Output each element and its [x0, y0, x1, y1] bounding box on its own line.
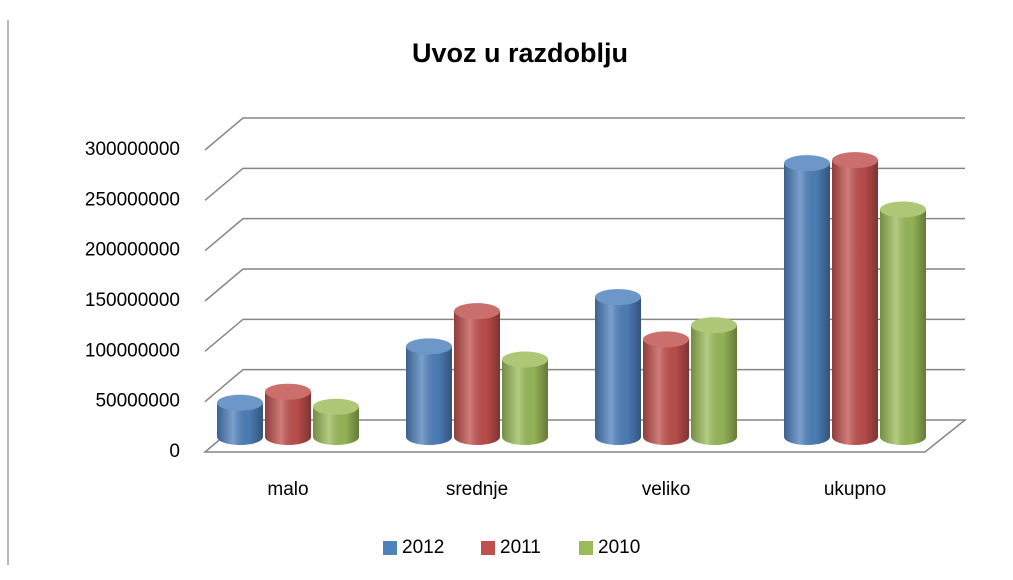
bar-top-shine: [595, 289, 641, 306]
bar-top: [784, 155, 830, 172]
bar-shade: [502, 359, 548, 445]
grid-line: [204, 167, 965, 201]
legend-label: 2010: [598, 537, 640, 558]
y-tick-label: 200000000: [85, 240, 180, 261]
bar-top-shine: [832, 152, 878, 169]
bar-top: [217, 394, 263, 411]
bar: [265, 383, 311, 445]
bar: [217, 394, 263, 445]
bar-shade: [406, 346, 452, 445]
bar-shade: [265, 391, 311, 445]
grid-line: [204, 268, 965, 302]
bar-top-shine: [643, 331, 689, 348]
bar-top: [454, 303, 500, 320]
bar-shade: [784, 163, 830, 446]
bar-top-shine: [880, 201, 926, 218]
grid-line: [204, 217, 965, 252]
bar: [502, 351, 548, 445]
bar-shade: [454, 311, 500, 445]
legend-swatch: [579, 541, 593, 555]
bar: [454, 303, 500, 445]
bar-top: [691, 317, 737, 334]
bar-top: [502, 351, 548, 368]
bar: [595, 289, 641, 445]
bar: [643, 331, 689, 445]
bar-shade: [832, 160, 878, 445]
bar-top-shine: [454, 303, 500, 320]
bar: [691, 317, 737, 445]
bar-shade: [691, 325, 737, 445]
x-tick-label: ukupno: [824, 479, 886, 500]
bar-top: [265, 383, 311, 400]
x-tick-label: veliko: [642, 479, 691, 500]
bar-top: [313, 398, 359, 415]
chart-title: Uvoz u razdoblju: [412, 38, 628, 68]
y-tick-label: 100000000: [85, 340, 180, 361]
bar: [406, 338, 452, 445]
bar-top: [832, 152, 878, 169]
bar-shade: [217, 402, 263, 445]
legend-swatch: [481, 541, 495, 555]
bar-top: [880, 201, 926, 218]
bar-shade: [643, 339, 689, 445]
y-tick-label: 300000000: [85, 139, 180, 160]
bar-top-shine: [313, 398, 359, 415]
bar-top-shine: [784, 155, 830, 172]
legend-swatch: [383, 541, 397, 555]
bar-shade: [595, 297, 641, 445]
bar: [880, 201, 926, 445]
legend-label: 2012: [402, 537, 444, 558]
bar-top-shine: [406, 338, 452, 355]
bar-top-shine: [217, 394, 263, 411]
y-tick-label: 0: [169, 441, 180, 462]
bar: [784, 155, 830, 446]
bar: [832, 152, 878, 445]
bar-top-shine: [691, 317, 737, 334]
y-tick-label: 150000000: [85, 290, 180, 311]
bar: [313, 398, 359, 445]
x-tick-label: malo: [267, 479, 308, 500]
bar-top-shine: [265, 383, 311, 400]
x-tick-label: srednje: [446, 479, 508, 500]
bar-shade: [880, 209, 926, 445]
y-tick-label: 50000000: [95, 391, 180, 412]
bar-top-shine: [502, 351, 548, 368]
bar-top: [595, 289, 641, 306]
bar-shade: [313, 406, 359, 445]
bar-top: [643, 331, 689, 348]
bar-top: [406, 338, 452, 355]
grid-line: [204, 117, 965, 151]
legend-label: 2011: [500, 537, 541, 558]
y-tick-label: 250000000: [85, 189, 180, 210]
